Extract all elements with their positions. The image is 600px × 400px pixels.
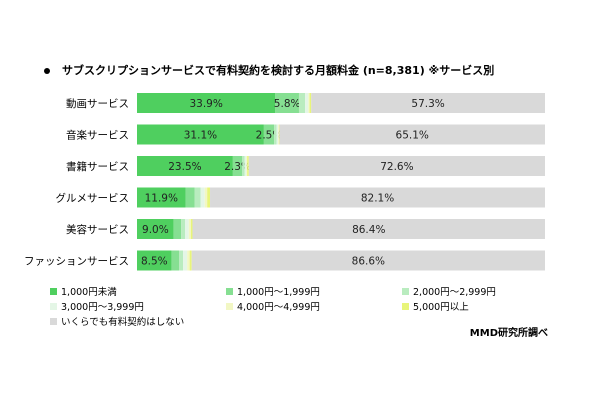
bar-segment — [232, 156, 243, 176]
bar-segment — [207, 187, 211, 208]
legend-item: 4,000円～4,999円 — [226, 299, 320, 313]
category-label: 美容サービス — [66, 223, 129, 236]
data-label: 9.0% — [142, 224, 169, 236]
data-label: 72.6% — [380, 161, 413, 173]
data-label: 86.4% — [352, 224, 385, 236]
bar-segment — [181, 219, 186, 239]
bar-segment — [137, 187, 186, 208]
bar-segment — [276, 124, 279, 145]
legend-swatch — [226, 288, 233, 295]
legend-swatch — [50, 318, 57, 325]
bar-segment — [179, 250, 184, 271]
legend-item: いくらでも有料契約はしない — [50, 314, 184, 328]
data-label: 86.6% — [352, 256, 385, 268]
legend-swatch — [402, 303, 409, 310]
bar-segment — [200, 187, 205, 208]
bar-segment — [191, 250, 545, 271]
source-note: MMD研究所調べ — [469, 328, 548, 339]
bar-segment — [210, 187, 546, 208]
data-label: 31.1% — [184, 130, 217, 142]
bar-segment — [242, 156, 245, 176]
chart-title: サブスクリプションサービスで有料契約を検討する月額料金 (n=8,381) ※サ… — [44, 62, 494, 78]
bar-segment — [171, 250, 180, 271]
bar-segment — [194, 187, 201, 208]
bar-segment — [137, 156, 233, 176]
bar-segment — [137, 93, 276, 113]
bar-segment — [244, 156, 247, 176]
bar-segment — [248, 156, 546, 176]
bar-segment — [183, 250, 188, 271]
chart-title-text: サブスクリプションサービスで有料契約を検討する月額料金 (n=8,381) ※サ… — [62, 64, 495, 77]
bar-segment — [185, 219, 189, 239]
bar-segment — [192, 219, 545, 239]
bar-segment — [309, 93, 312, 113]
bullet-icon — [44, 68, 50, 74]
category-label: ファッションサービス — [24, 256, 129, 268]
legend-item: 2,000円～2,999円 — [402, 284, 496, 298]
legend-label: 2,000円～2,999円 — [413, 287, 496, 298]
category-label: 書籍サービス — [66, 160, 129, 173]
data-label: 23.5% — [168, 161, 201, 173]
bar-segment — [274, 124, 277, 145]
bar-segment — [308, 93, 310, 113]
legend-item: 1,000円未満 — [50, 284, 117, 298]
bar-segment — [263, 124, 275, 145]
legend-swatch — [402, 288, 409, 295]
legend-swatch — [226, 303, 233, 310]
legend-item: 3,000円～3,999円 — [50, 299, 144, 313]
category-label: 音楽サービス — [66, 129, 129, 142]
category-label: 動画サービス — [66, 97, 129, 110]
legend-label: 1,000円未満 — [61, 287, 117, 298]
legend-swatch — [50, 303, 57, 310]
bar-segment — [279, 124, 545, 145]
data-label: 57.3% — [411, 98, 444, 110]
legend-swatch — [50, 288, 57, 295]
legend-label: 4,000円～4,999円 — [237, 302, 320, 313]
data-label: 82.1% — [361, 193, 394, 205]
bar-segment — [204, 187, 208, 208]
legend-item: 5,000円以上 — [402, 299, 469, 313]
bar-segment — [137, 219, 174, 239]
data-label: 65.1% — [396, 130, 429, 142]
bar-segment — [190, 219, 193, 239]
bar-segment — [137, 124, 264, 145]
data-label: 8.5% — [141, 256, 168, 268]
legend-label: 3,000円～3,999円 — [61, 302, 144, 313]
bar-segment — [185, 187, 195, 208]
bar-segment — [189, 250, 192, 271]
bar-segment — [247, 156, 249, 176]
category-label: グルメサービス — [56, 192, 130, 205]
data-label: 11.9% — [145, 193, 178, 205]
bar-segment — [275, 93, 299, 113]
bar-segment — [305, 93, 309, 113]
legend-label: いくらでも有料契約はしない — [61, 317, 185, 328]
bar-segment — [173, 219, 182, 239]
legend-label: 1,000円～1,999円 — [237, 287, 320, 298]
legend-label: 5,000円以上 — [413, 302, 469, 313]
legend-item: 1,000円～1,999円 — [226, 284, 320, 298]
bar-segment — [246, 156, 248, 176]
bar-segment — [187, 250, 190, 271]
bar-segment — [311, 93, 545, 113]
data-label: 5.8% — [274, 98, 301, 110]
bar-segment — [278, 124, 279, 145]
bar-segment — [298, 93, 306, 113]
bar-segment — [188, 219, 191, 239]
bar-segment — [137, 250, 172, 271]
data-label: 33.9% — [189, 98, 222, 110]
